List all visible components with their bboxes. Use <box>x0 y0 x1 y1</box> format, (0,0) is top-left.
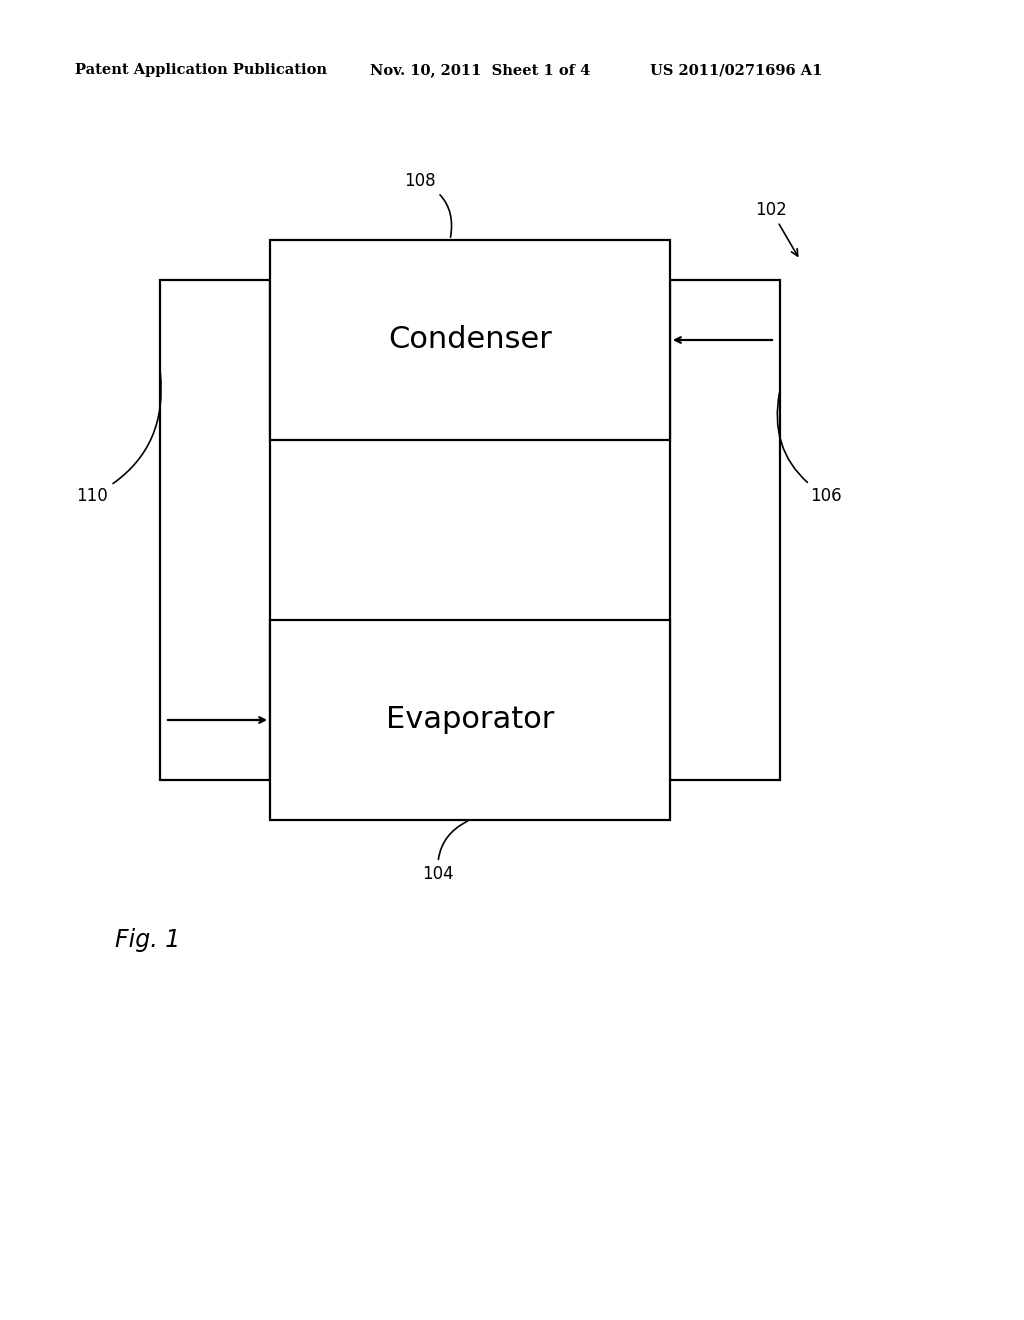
Text: 106: 106 <box>777 393 842 506</box>
Bar <box>160 280 270 780</box>
Text: 104: 104 <box>422 821 468 883</box>
Text: Fig. 1: Fig. 1 <box>115 928 180 952</box>
Text: US 2011/0271696 A1: US 2011/0271696 A1 <box>650 63 822 77</box>
Bar <box>670 280 780 780</box>
Text: 108: 108 <box>404 172 452 238</box>
Text: Patent Application Publication: Patent Application Publication <box>75 63 327 77</box>
Bar <box>270 620 670 820</box>
Text: Evaporator: Evaporator <box>386 705 554 734</box>
Text: 110: 110 <box>76 372 161 506</box>
Bar <box>270 240 670 440</box>
Text: Condenser: Condenser <box>388 326 552 355</box>
Text: 102: 102 <box>755 201 798 256</box>
Text: Nov. 10, 2011  Sheet 1 of 4: Nov. 10, 2011 Sheet 1 of 4 <box>370 63 590 77</box>
